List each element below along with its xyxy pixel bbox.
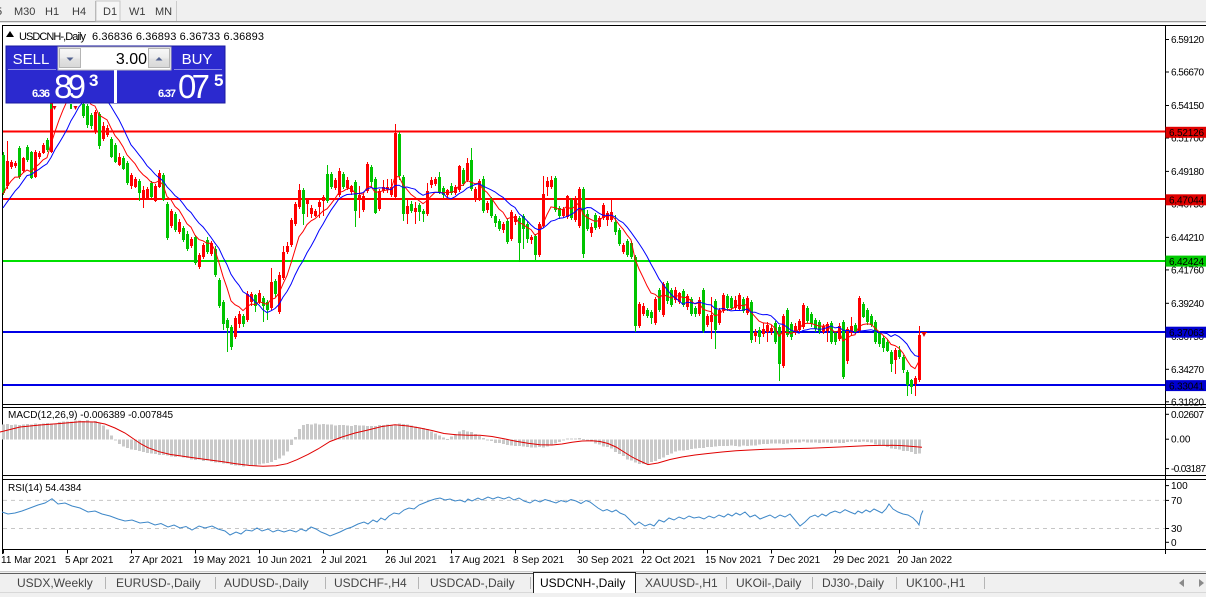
svg-text:89: 89: [54, 68, 86, 105]
svg-text:8 Sep 2021: 8 Sep 2021: [513, 555, 565, 566]
svg-text:6.36836 6.36893 6.36733 6.3689: 6.36836 6.36893 6.36733 6.36893: [92, 31, 264, 43]
svg-text:-0.03187: -0.03187: [1171, 464, 1206, 475]
svg-text:17 Aug 2021: 17 Aug 2021: [449, 555, 506, 566]
svg-text:D1: D1: [103, 6, 117, 18]
svg-text:USDCHF-,H4: USDCHF-,H4: [334, 576, 407, 590]
svg-text:6.42424: 6.42424: [1169, 257, 1204, 268]
svg-text:USDCNH-,Daily: USDCNH-,Daily: [19, 31, 87, 43]
svg-text:M30: M30: [14, 6, 35, 18]
svg-text:H1: H1: [45, 6, 59, 18]
svg-text:MACD(12,26,9) -0.006389 -0.007: MACD(12,26,9) -0.006389 -0.007845: [8, 410, 174, 421]
svg-text:0.00: 0.00: [1171, 435, 1191, 446]
svg-text:BUY: BUY: [182, 51, 213, 68]
svg-text:6.47044: 6.47044: [1169, 196, 1204, 207]
svg-text:6.39240: 6.39240: [1171, 299, 1204, 310]
svg-text:5: 5: [0, 6, 2, 18]
svg-text:6.36: 6.36: [32, 88, 50, 100]
svg-text:UK100-,H1: UK100-,H1: [906, 576, 966, 590]
svg-text:USDCNH-,Daily: USDCNH-,Daily: [540, 576, 625, 590]
svg-text:SELL: SELL: [13, 51, 50, 68]
svg-text:26 Jul 2021: 26 Jul 2021: [385, 555, 437, 566]
svg-text:6.44210: 6.44210: [1171, 233, 1204, 244]
svg-text:RSI(14) 54.4384: RSI(14) 54.4384: [8, 483, 82, 494]
svg-text:6.56670: 6.56670: [1171, 68, 1204, 79]
svg-text:100: 100: [1171, 481, 1188, 492]
svg-text:29 Dec 2021: 29 Dec 2021: [833, 555, 890, 566]
svg-text:XAUUSD-,H1: XAUUSD-,H1: [645, 576, 718, 590]
svg-text:2 Jul 2021: 2 Jul 2021: [321, 555, 368, 566]
svg-text:3: 3: [89, 71, 98, 90]
svg-text:70: 70: [1171, 496, 1183, 507]
svg-text:20 Jan 2022: 20 Jan 2022: [897, 555, 952, 566]
svg-text:0: 0: [1171, 538, 1177, 549]
svg-text:6.51700: 6.51700: [1171, 134, 1204, 145]
svg-text:USDX,Weekly: USDX,Weekly: [17, 576, 93, 590]
svg-text:15 Nov 2021: 15 Nov 2021: [705, 555, 762, 566]
svg-text:MN: MN: [155, 6, 172, 18]
svg-text:6.54150: 6.54150: [1171, 101, 1204, 112]
svg-text:6.52126: 6.52126: [1169, 128, 1204, 139]
svg-text:7 Dec 2021: 7 Dec 2021: [769, 555, 821, 566]
svg-text:11 Mar 2021: 11 Mar 2021: [1, 555, 57, 566]
svg-text:6.41760: 6.41760: [1171, 265, 1204, 276]
svg-text:5 Apr 2021: 5 Apr 2021: [65, 555, 114, 566]
svg-text:30: 30: [1171, 524, 1183, 535]
svg-text:6.49180: 6.49180: [1171, 167, 1204, 178]
svg-text:5: 5: [214, 71, 223, 90]
svg-text:W1: W1: [129, 6, 146, 18]
svg-text:DJ30-,Daily: DJ30-,Daily: [822, 576, 884, 590]
svg-text:USDCAD-,Daily: USDCAD-,Daily: [430, 576, 515, 590]
svg-text:22 Oct 2021: 22 Oct 2021: [641, 555, 696, 566]
svg-text:27 Apr 2021: 27 Apr 2021: [129, 555, 183, 566]
svg-text:UKOil-,Daily: UKOil-,Daily: [736, 576, 801, 590]
svg-text:0.02607: 0.02607: [1171, 410, 1204, 421]
svg-text:EURUSD-,Daily: EURUSD-,Daily: [116, 576, 201, 590]
svg-text:19 May 2021: 19 May 2021: [193, 555, 251, 566]
svg-text:AUDUSD-,Daily: AUDUSD-,Daily: [224, 576, 309, 590]
svg-text:6.31820: 6.31820: [1171, 397, 1204, 408]
svg-text:6.33041: 6.33041: [1169, 381, 1204, 392]
svg-text:07: 07: [178, 68, 210, 105]
svg-text:6.37: 6.37: [158, 88, 176, 100]
svg-text:30 Sep 2021: 30 Sep 2021: [577, 555, 634, 566]
svg-text:H4: H4: [72, 6, 86, 18]
svg-text:10 Jun 2021: 10 Jun 2021: [257, 555, 312, 566]
svg-text:6.34270: 6.34270: [1171, 365, 1204, 376]
svg-text:3.00: 3.00: [116, 51, 147, 68]
svg-text:6.37063: 6.37063: [1169, 328, 1204, 339]
svg-text:6.59120: 6.59120: [1171, 35, 1204, 46]
